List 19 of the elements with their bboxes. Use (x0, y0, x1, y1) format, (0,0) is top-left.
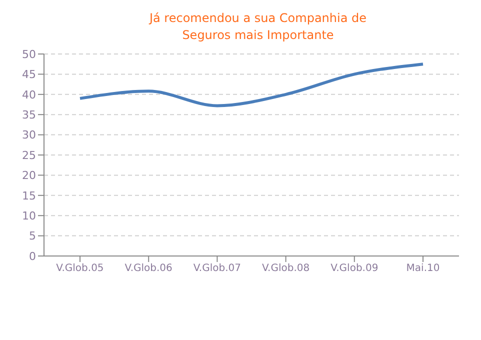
y-tick-label: 10 (22, 210, 36, 223)
y-tick-label: 15 (22, 189, 36, 202)
y-tick-label: 45 (22, 68, 36, 82)
chart-title: Já recomendou a sua Companhia de Seguros mais Importante (148, 10, 368, 44)
x-tick-label: V.Glob.07 (193, 263, 242, 274)
x-tick-label: V.Glob.09 (330, 263, 378, 274)
y-tick-label: 25 (22, 148, 36, 162)
y-tick-label: 30 (22, 128, 36, 142)
x-tick-label: V.Glob.08 (262, 263, 310, 274)
x-tick-label: Mai.10 (406, 263, 440, 274)
x-tick-label: V.Glob.06 (124, 263, 172, 274)
y-tick-label: 35 (22, 108, 36, 122)
y-tick-label: 20 (22, 169, 36, 182)
y-tick-label: 0 (29, 250, 36, 263)
x-tick-label: V.Glob.05 (56, 263, 104, 274)
y-tick-label: 5 (29, 230, 36, 243)
line-series (78, 62, 424, 108)
y-tick-label: 50 (22, 48, 36, 61)
y-tick-label: 40 (22, 88, 36, 102)
